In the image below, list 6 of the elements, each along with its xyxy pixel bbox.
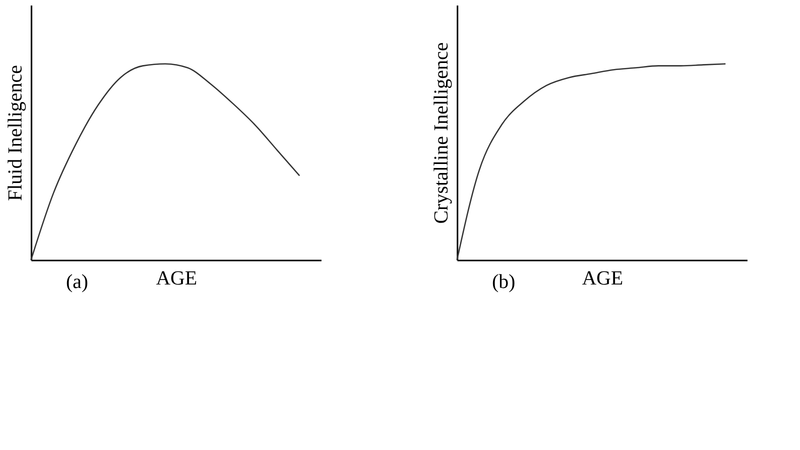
text: (b) — [492, 271, 516, 293]
x-axis-title: AGE — [156, 268, 198, 290]
text: (a) — [66, 271, 88, 293]
y-axis-title: Fluid Inelligence — [4, 64, 26, 202]
x-axis-title: AGE — [582, 268, 624, 290]
y-axis-title: Crystalline Inelligence — [430, 42, 452, 224]
